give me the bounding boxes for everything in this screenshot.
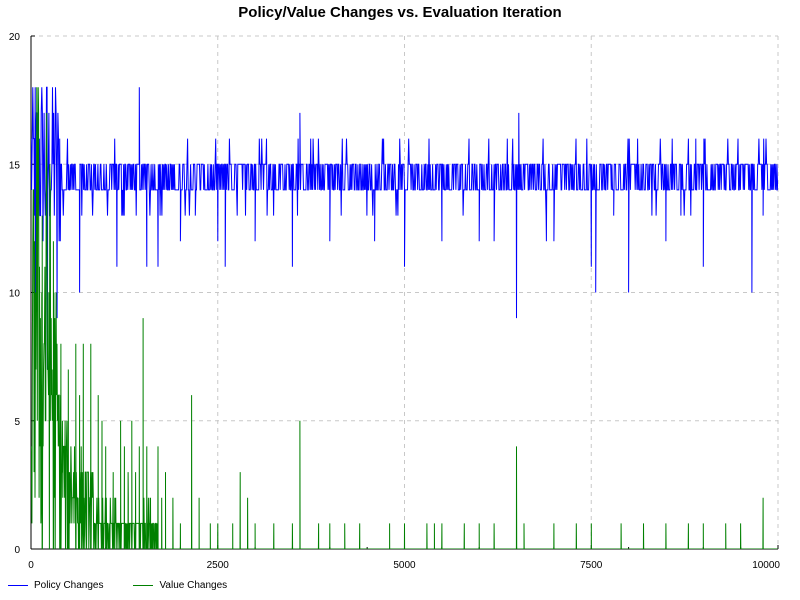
x-tick-label: 0 [28, 560, 34, 571]
legend-swatch-policy [8, 584, 28, 586]
y-tick-label: 0 [14, 545, 20, 556]
legend-item-policy: Policy Changes [8, 580, 103, 591]
y-tick-label: 10 [9, 289, 21, 300]
x-tick-label: 10000 [752, 560, 780, 571]
y-tick-label: 20 [9, 32, 21, 43]
x-tick-label: 2500 [207, 560, 230, 571]
y-tick-label: 5 [14, 417, 20, 428]
legend: Policy Changes Value Changes [8, 578, 257, 592]
legend-label-value: Value Changes [159, 579, 228, 591]
x-tick-label: 5000 [393, 560, 416, 571]
series-line-policy-changes [31, 86, 778, 370]
legend-item-value: Value Changes [133, 580, 227, 591]
legend-label-policy: Policy Changes [34, 579, 104, 591]
series-line-value-changes [31, 87, 778, 549]
legend-swatch-value [133, 584, 154, 586]
chart-title: Policy/Value Changes vs. Evaluation Iter… [238, 4, 562, 21]
y-tick-label: 15 [9, 160, 21, 171]
x-tick-label: 7500 [580, 560, 603, 571]
